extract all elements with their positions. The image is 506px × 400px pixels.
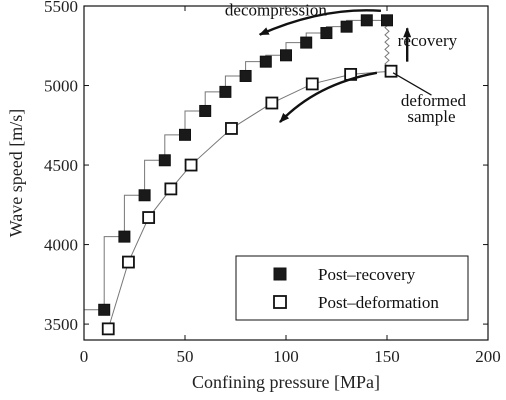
post-recovery-point bbox=[179, 128, 191, 141]
annotation-deformed: deformed bbox=[401, 91, 467, 110]
x-tick-label: 150 bbox=[374, 347, 400, 366]
post-deformation-point bbox=[122, 255, 135, 269]
post-recovery-point bbox=[320, 27, 333, 40]
x-tick-label: 200 bbox=[475, 347, 501, 366]
post-recovery-point bbox=[300, 36, 313, 49]
arrows bbox=[258, 9, 432, 123]
post-deformation-point bbox=[142, 211, 156, 224]
post-deformation-point bbox=[305, 77, 319, 91]
legend-marker-post-deformation bbox=[273, 295, 287, 309]
post-recovery-point bbox=[118, 230, 131, 243]
data-marks bbox=[98, 14, 398, 336]
x-tick-label: 0 bbox=[80, 347, 89, 366]
post-recovery-point bbox=[381, 14, 393, 27]
legend-label-post-deformation: Post–deformation bbox=[318, 293, 439, 312]
post-deformation-point bbox=[184, 158, 198, 172]
deformed-sample-pointer bbox=[392, 72, 432, 96]
legend-marker-post-recovery bbox=[273, 267, 287, 281]
legend-box bbox=[235, 255, 469, 321]
decompression-arrow bbox=[258, 9, 382, 36]
post-recovery-point bbox=[138, 189, 151, 202]
post-deformation-point bbox=[265, 96, 279, 110]
deformation-arrow bbox=[279, 71, 378, 123]
x-tick-label: 100 bbox=[273, 347, 299, 366]
y-tick-label: 3500 bbox=[44, 315, 78, 334]
annotation-recovery: recovery bbox=[398, 31, 458, 50]
post-recovery-point bbox=[98, 303, 111, 316]
annotation-decompression: decompression bbox=[225, 1, 327, 20]
post-deformation-point bbox=[164, 182, 178, 196]
series-connector-1 bbox=[107, 70, 392, 330]
post-deformation-point bbox=[225, 122, 238, 135]
y-tick-label: 5000 bbox=[44, 77, 78, 96]
post-recovery-point bbox=[340, 20, 353, 33]
post-deformation-point bbox=[101, 322, 115, 336]
post-deformation-point bbox=[384, 64, 398, 78]
y-axis-label: Wave speed [m/s] bbox=[6, 109, 26, 238]
y-tick-label: 4500 bbox=[44, 156, 78, 175]
post-recovery-point bbox=[280, 49, 292, 62]
y-tick-label: 4000 bbox=[44, 236, 78, 255]
y-tick-label: 5500 bbox=[44, 0, 78, 16]
axis-ticks: 0 50 100 150 200 3500 4000 4500 5000 5500 bbox=[44, 0, 501, 366]
post-recovery-point bbox=[219, 85, 232, 98]
post-recovery-point bbox=[360, 14, 373, 27]
annotation-sample: sample bbox=[407, 107, 455, 126]
x-axis-label: Confining pressure [MPa] bbox=[192, 372, 380, 392]
post-recovery-point bbox=[259, 55, 272, 68]
x-tick-label: 50 bbox=[177, 347, 194, 366]
legend-label-post-recovery: Post–recovery bbox=[318, 265, 416, 284]
legend: Post–recovery Post–deformation bbox=[235, 255, 469, 321]
post-recovery-point bbox=[239, 69, 252, 82]
post-recovery-point bbox=[158, 154, 171, 167]
recovery-connector bbox=[384, 19, 390, 72]
post-recovery-point bbox=[199, 104, 212, 117]
